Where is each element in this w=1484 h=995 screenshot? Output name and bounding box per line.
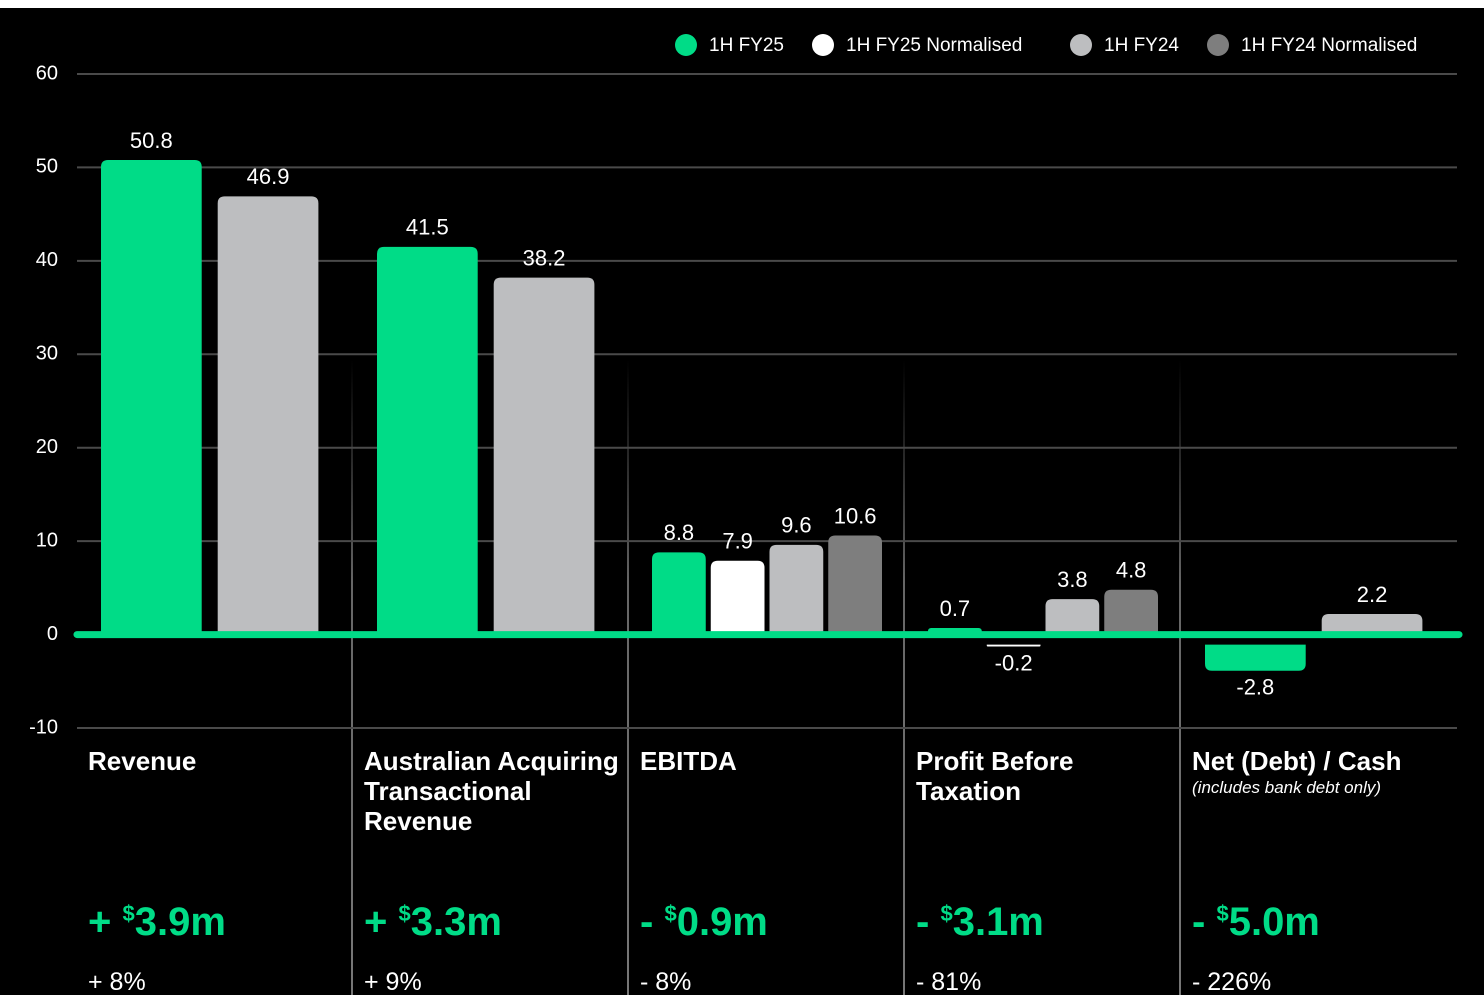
change-currency: $ xyxy=(1216,901,1229,926)
value-label: 0.7 xyxy=(940,596,971,621)
change-percent: - 81% xyxy=(916,968,982,995)
y-tick-label: 30 xyxy=(36,343,58,365)
change-sign: + xyxy=(88,900,112,944)
value-label: 46.9 xyxy=(247,164,290,189)
category-label: Profit Before Taxation xyxy=(916,746,1074,806)
legend-label: 1H FY24 Normalised xyxy=(1241,35,1417,56)
category-label-block: Revenue xyxy=(88,746,350,776)
y-tick-label: 0 xyxy=(47,623,58,645)
bar xyxy=(1321,614,1423,635)
value-label: 8.8 xyxy=(664,520,695,545)
change-amount: 3.1m xyxy=(952,900,1044,944)
change-sign: - xyxy=(640,900,654,944)
category-note: (includes bank debt only) xyxy=(1192,778,1382,797)
change-value: - $0.9m xyxy=(640,900,768,945)
value-label: 9.6 xyxy=(781,513,812,538)
category-label: Revenue xyxy=(88,746,197,776)
legend-swatch xyxy=(675,34,697,56)
value-label: 38.2 xyxy=(523,245,566,270)
change-value: + $3.9m xyxy=(88,900,226,945)
bar xyxy=(986,644,1041,647)
value-label: 41.5 xyxy=(406,215,449,240)
change-percent: - 226% xyxy=(1192,968,1272,995)
change-amount: 0.9m xyxy=(676,900,768,944)
change-value: - $3.1m xyxy=(916,900,1044,945)
y-tick-label: 50 xyxy=(36,156,58,178)
value-label: -2.8 xyxy=(1236,675,1274,700)
category-label-block: Profit Before Taxation xyxy=(916,746,1178,806)
category-label-block: Net (Debt) / Cash (includes bank debt onl… xyxy=(1192,746,1454,798)
value-label: 10.6 xyxy=(834,503,877,528)
category-label: Net (Debt) / Cash xyxy=(1192,746,1402,776)
legend-label: 1H FY24 xyxy=(1104,35,1179,56)
legend-swatch xyxy=(1070,34,1092,56)
bar xyxy=(1205,644,1306,671)
legend-label: 1H FY25 xyxy=(709,35,784,56)
change-amount: 5.0m xyxy=(1228,900,1320,944)
category-label-block: EBITDA xyxy=(640,746,902,776)
bar xyxy=(710,560,765,635)
legend: 1H FY25 1H FY25 Normalised 1H FY24 1H FY24 … xyxy=(675,34,1417,56)
value-label: 50.8 xyxy=(130,128,173,153)
value-label: -0.2 xyxy=(995,650,1033,675)
change-currency: $ xyxy=(940,901,953,926)
change-amount: 3.9m xyxy=(134,900,226,944)
category-label: EBITDA xyxy=(640,746,737,776)
bar xyxy=(493,277,595,635)
top-bar xyxy=(0,0,1484,8)
bar xyxy=(217,196,319,635)
bar xyxy=(828,535,882,635)
change-sign: - xyxy=(1192,900,1206,944)
bar xyxy=(101,159,202,635)
bar xyxy=(769,544,824,635)
change-value: - $5.0m xyxy=(1192,900,1320,945)
change-currency: $ xyxy=(122,901,135,926)
legend-label: 1H FY25 Normalised xyxy=(846,35,1022,56)
y-tick-label: -10 xyxy=(29,716,58,738)
legend-swatch xyxy=(1207,34,1229,56)
column-separator xyxy=(351,360,353,995)
value-label: 2.2 xyxy=(1357,582,1388,607)
bar xyxy=(652,552,706,635)
bar xyxy=(1104,589,1158,635)
legend-swatch xyxy=(812,34,834,56)
change-percent: + 8% xyxy=(88,968,146,995)
change-currency: $ xyxy=(664,901,677,926)
value-label: 4.8 xyxy=(1116,558,1147,583)
column-separator xyxy=(1179,360,1181,995)
value-label: 7.9 xyxy=(722,529,753,554)
y-tick-label: 20 xyxy=(36,436,58,458)
y-tick-label: 10 xyxy=(36,529,58,551)
change-currency: $ xyxy=(398,901,411,926)
value-label: 3.8 xyxy=(1057,567,1088,592)
change-sign: + xyxy=(364,900,388,944)
change-value: + $3.3m xyxy=(364,900,502,945)
column-separator xyxy=(903,360,905,995)
bar xyxy=(377,246,478,635)
change-amount: 3.3m xyxy=(410,900,502,944)
change-percent: + 9% xyxy=(364,968,422,995)
category-label: Australian Acquiring Transactional Reven… xyxy=(364,746,619,836)
category-label-block: Australian Acquiring Transactional Reven… xyxy=(364,746,626,836)
column-separator xyxy=(627,360,629,995)
y-tick-label: 60 xyxy=(36,62,58,84)
bar xyxy=(1045,599,1100,635)
y-tick-label: 40 xyxy=(36,249,58,271)
change-percent: - 8% xyxy=(640,968,692,995)
change-sign: - xyxy=(916,900,930,944)
